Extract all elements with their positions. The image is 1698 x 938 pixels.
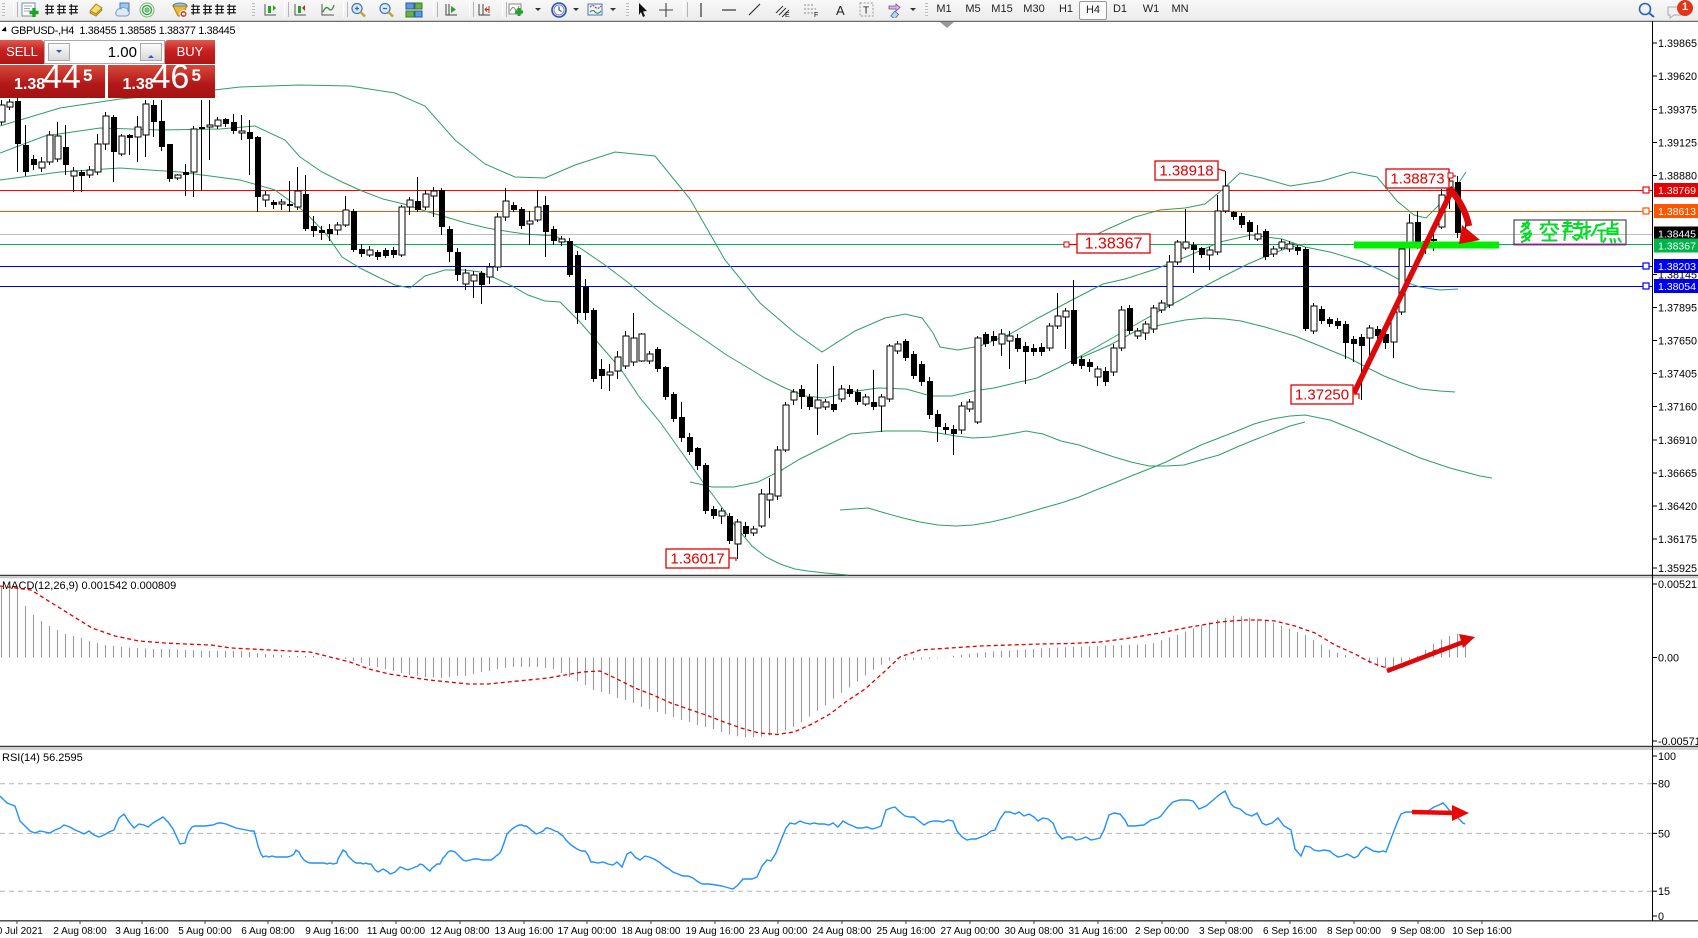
svg-text:11 Aug 00:00: 11 Aug 00:00: [367, 926, 426, 937]
svg-text:2 Aug 08:00: 2 Aug 08:00: [53, 926, 107, 937]
svg-text:1.39865: 1.39865: [1658, 38, 1697, 50]
svg-text:1.39125: 1.39125: [1658, 138, 1697, 150]
svg-text:27 Aug 00:00: 27 Aug 00:00: [941, 926, 1000, 937]
svg-text:E: E: [785, 12, 790, 18]
svg-text:1.38203: 1.38203: [1658, 261, 1696, 273]
svg-text:1.37895: 1.37895: [1658, 303, 1697, 315]
svg-text:1.36175: 1.36175: [1658, 534, 1697, 546]
svg-text:24 Aug 08:00: 24 Aug 08:00: [813, 926, 872, 937]
svg-text:23 Aug 00:00: 23 Aug 00:00: [749, 926, 808, 937]
svg-text:1.36910: 1.36910: [1658, 435, 1697, 447]
svg-text:9 Aug 16:00: 9 Aug 16:00: [305, 926, 359, 937]
svg-text:1.36017: 1.36017: [670, 551, 724, 568]
svg-text:6 Aug 08:00: 6 Aug 08:00: [241, 926, 295, 937]
svg-text:5 Aug 00:00: 5 Aug 00:00: [178, 926, 232, 937]
svg-text:30 Jul 2021: 30 Jul 2021: [0, 926, 43, 937]
svg-text:25 Aug 16:00: 25 Aug 16:00: [877, 926, 936, 937]
svg-text:1.37250: 1.37250: [1295, 387, 1349, 404]
svg-text:1.38367: 1.38367: [1085, 236, 1143, 253]
svg-text:1.38445: 1.38445: [1658, 229, 1696, 241]
svg-text:18 Aug 08:00: 18 Aug 08:00: [622, 926, 681, 937]
svg-text:1.38054: 1.38054: [1658, 281, 1696, 293]
svg-text:F: F: [814, 12, 818, 18]
svg-text:10 Sep 16:00: 10 Sep 16:00: [1452, 926, 1512, 937]
svg-text:1.37405: 1.37405: [1658, 369, 1697, 381]
svg-text:1.38880: 1.38880: [1658, 171, 1697, 183]
svg-text:17 Aug 00:00: 17 Aug 00:00: [558, 926, 617, 937]
svg-text:3 Aug 16:00: 3 Aug 16:00: [115, 926, 169, 937]
svg-text:9 Sep 08:00: 9 Sep 08:00: [1391, 926, 1445, 937]
svg-text:1.39375: 1.39375: [1658, 105, 1697, 117]
svg-text:1.35925: 1.35925: [1658, 563, 1697, 575]
svg-text:1.37650: 1.37650: [1658, 336, 1697, 348]
svg-text:100: 100: [1658, 751, 1676, 763]
svg-text:2 Sep 00:00: 2 Sep 00:00: [1135, 926, 1189, 937]
svg-text:1.36665: 1.36665: [1658, 468, 1697, 480]
svg-text:0: 0: [1658, 911, 1664, 923]
svg-text:1.37160: 1.37160: [1658, 402, 1697, 414]
svg-text:1.36420: 1.36420: [1658, 501, 1697, 513]
svg-text:1.38613: 1.38613: [1658, 206, 1696, 218]
svg-text:1.38769: 1.38769: [1658, 185, 1696, 197]
svg-text:6 Sep 16:00: 6 Sep 16:00: [1263, 926, 1317, 937]
svg-text:3 Sep 08:00: 3 Sep 08:00: [1199, 926, 1253, 937]
svg-text:-0.00571: -0.00571: [1658, 736, 1698, 748]
svg-text:RSI(14) 56.2595: RSI(14) 56.2595: [2, 752, 83, 764]
svg-text:1.38145: 1.38145: [1658, 270, 1697, 282]
svg-text:80: 80: [1658, 779, 1670, 791]
svg-text:0.00: 0.00: [1658, 653, 1679, 665]
svg-text:19 Aug 16:00: 19 Aug 16:00: [686, 926, 745, 937]
svg-text:8 Sep 00:00: 8 Sep 00:00: [1327, 926, 1381, 937]
svg-text:15: 15: [1658, 886, 1670, 898]
svg-text:T: T: [863, 6, 869, 17]
svg-text:50: 50: [1658, 828, 1670, 840]
svg-text:31 Aug 16:00: 31 Aug 16:00: [1069, 926, 1128, 937]
svg-text:MACD(12,26,9) 0.001542 0.00080: MACD(12,26,9) 0.001542 0.000809: [2, 580, 176, 592]
svg-text:12 Aug 08:00: 12 Aug 08:00: [431, 926, 490, 937]
svg-text:0.00521: 0.00521: [1658, 579, 1697, 591]
svg-text:13 Aug 16:00: 13 Aug 16:00: [495, 926, 554, 937]
svg-text:30 Aug 08:00: 30 Aug 08:00: [1005, 926, 1064, 937]
svg-text:1.38873: 1.38873: [1390, 171, 1444, 188]
svg-text:1.39620: 1.39620: [1658, 71, 1697, 83]
svg-text:1.38918: 1.38918: [1159, 163, 1213, 180]
svg-text:1.38367: 1.38367: [1658, 241, 1696, 253]
